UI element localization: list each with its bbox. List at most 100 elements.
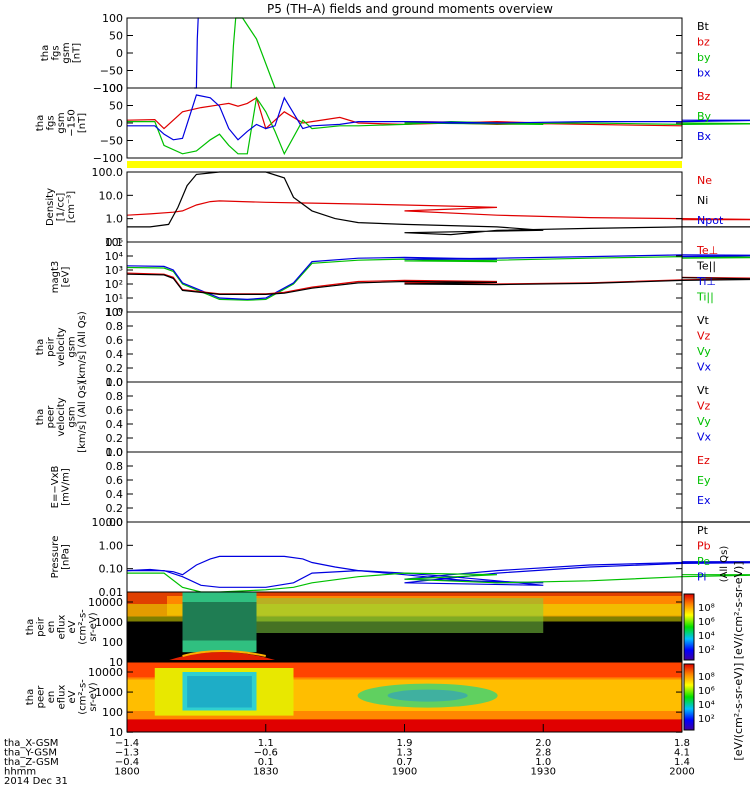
legend-fgs-gsm-zoom-item: Bz (697, 90, 711, 103)
ylabel-line: gsm (67, 336, 78, 357)
ylabel-temperature: magt3[eV] (50, 261, 72, 294)
ylabel-line: peer (36, 685, 47, 709)
ytick-label: 0.4 (106, 348, 124, 361)
legend-pressure-item: Pi (697, 571, 706, 584)
legend-temperature-item: Te⊥ (696, 244, 718, 257)
ylabel-line: eV (67, 620, 78, 633)
ylabel-line: magt3 (50, 261, 61, 294)
panel-frame (126, 381, 683, 453)
legend-fgs-gsm-zoom-item: Bx (697, 130, 712, 143)
colorbar-tick-upper: 10⁶ (698, 617, 715, 628)
xaxis-value: −0.6 (254, 748, 278, 759)
legend-e-field-item: Ez (697, 454, 710, 467)
colorbar-upper (683, 593, 695, 661)
legend-pressure-item: Pt (697, 524, 709, 537)
series-density-ne (126, 200, 750, 221)
ylabel-line: tha (25, 619, 36, 635)
heatmap-cold-region (182, 592, 257, 653)
ylabel-peer-en-eflux: thapeerenefluxeV(cm²-s-sr-eV) (25, 679, 99, 715)
legend-fgs-gsm-item: by (697, 51, 711, 64)
legend-temperature-item: Ti|| (696, 291, 714, 304)
ytick-label: 1.00 (99, 539, 124, 552)
xaxis-value: −1.4 (115, 738, 139, 749)
panel-fgs-gsm: 100 50 0 −50 −100 thafgsgsm[nT] Bt bz by bx (40, 12, 711, 95)
xaxis-value: 4.1 (674, 748, 690, 759)
ylabel-line: peir (46, 336, 57, 356)
ylabel-line: Pressure (50, 536, 61, 579)
xaxis-value: 2.0 (535, 738, 551, 749)
ytick-label: −100 (93, 152, 123, 165)
ylabel-line: [mV/m] (61, 468, 72, 506)
ylabel-line: [eV] (61, 267, 72, 288)
panel-frame (126, 521, 683, 593)
ytick-label: 0.0 (106, 516, 124, 529)
colorbar-tick-lower: 10⁶ (698, 686, 715, 697)
ylabel-line: sr-eV) (88, 682, 99, 711)
ylabel-line: [km/s] (All Qs) (77, 381, 88, 453)
ytick-label: 10⁴ (105, 250, 124, 263)
ytick-label: 0.1 (106, 236, 124, 249)
ytick-label: 1000 (95, 686, 123, 699)
legend-fgs-gsm-item: Bt (697, 20, 710, 33)
ylabel-line: tha (35, 115, 46, 131)
xaxis-value: 1.1 (258, 738, 274, 749)
ytick-label: 1.0 (106, 446, 124, 459)
legend-peer-velocity-item: Vz (697, 400, 711, 413)
ylabel-line: gsm (61, 42, 72, 63)
colorbar-tick-upper: 10⁸ (698, 603, 715, 614)
colorbar: 10⁸ 10⁶ 10⁴ 10² 10⁸ 10⁶ 10⁴ 10² [eV/(cm²-s-sr-eV… (683, 561, 745, 761)
ytick-label: 0.2 (106, 432, 124, 445)
xaxis-value: 1.8 (674, 738, 690, 749)
xaxis-value: 1.4 (674, 757, 690, 768)
yellow-status-bar (127, 161, 682, 168)
ylabel-peir-en-eflux: thapeirenefluxeV(cm²-s-sr-eV) (25, 609, 99, 645)
ylabel-line: [cm⁻³] (66, 191, 77, 223)
ylabel-line: E=−VxB (50, 466, 61, 509)
panel-frame (126, 311, 683, 383)
ytick-label: 100 (102, 636, 123, 649)
heatmap-speckle (182, 602, 257, 641)
series-temperature-ti (126, 255, 750, 301)
ytick-label: 10² (105, 278, 123, 291)
ytick-label: 1.0 (106, 306, 124, 319)
legend-fgs-gsm-item: bx (697, 67, 711, 80)
ytick-label: 50 (109, 30, 123, 43)
ylabel-line: peer (46, 405, 57, 429)
series-fgs-gsm-zoom-bx (127, 94, 750, 141)
series-temperature-ti (126, 254, 750, 301)
legend-peir-velocity-item: Vt (697, 314, 710, 327)
ytick-label: 100 (102, 12, 123, 25)
legend-e-field-item: Ex (697, 494, 711, 507)
panel-frame (126, 17, 683, 89)
ylabel-line: sr-eV) (88, 612, 99, 641)
xaxis-value: 0.1 (258, 757, 274, 768)
ylabel-pressure: Pressure[nPa] (50, 536, 72, 579)
panel-frame (126, 171, 683, 243)
legend-fgs-gsm-item: bz (697, 36, 710, 49)
heatmap-band-green (242, 598, 544, 633)
ytick-label: 0.10 (99, 563, 124, 576)
series-fgs-gsm-bx (194, 17, 199, 89)
ylabel-line: −150 (67, 109, 78, 136)
xaxis-value: 1.0 (535, 757, 551, 768)
panel-pressure: 10.00 1.00 0.10 0.01 Pressure[nPa] Pt Pb Pe Pi (A… (50, 516, 750, 599)
legend-peir-velocity-item: Vy (697, 345, 711, 358)
ylabel-line: eV (67, 690, 78, 703)
xaxis-value: 1900 (392, 767, 417, 778)
ytick-label: 10⁰ (105, 306, 124, 319)
xaxis-value: 1830 (253, 767, 278, 778)
ytick-label: 0.0 (106, 376, 124, 389)
legend-density-item: Ne (697, 174, 712, 187)
ytick-label: 0.2 (106, 502, 124, 515)
panel-peer-velocity: 1.00.80.60.40.20.0thapeervelocitygsm[km/… (35, 376, 712, 459)
series-density-ni (127, 171, 750, 236)
ytick-label: 0 (116, 117, 123, 130)
panel-peir-en-eflux: 10000 1000 100 10 thapeirenefluxeV(cm²-s-sr-… (25, 591, 683, 669)
ylabel-line: gsm (56, 112, 67, 133)
ytick-label: 10⁵ (105, 236, 123, 249)
figure-title: P5 (TH–A) fields and ground moments over… (267, 2, 553, 16)
colorbar-tick-upper: 10² (698, 645, 715, 656)
ytick-label: 10¹ (105, 292, 123, 305)
ylabel-line: eflux (57, 615, 68, 640)
